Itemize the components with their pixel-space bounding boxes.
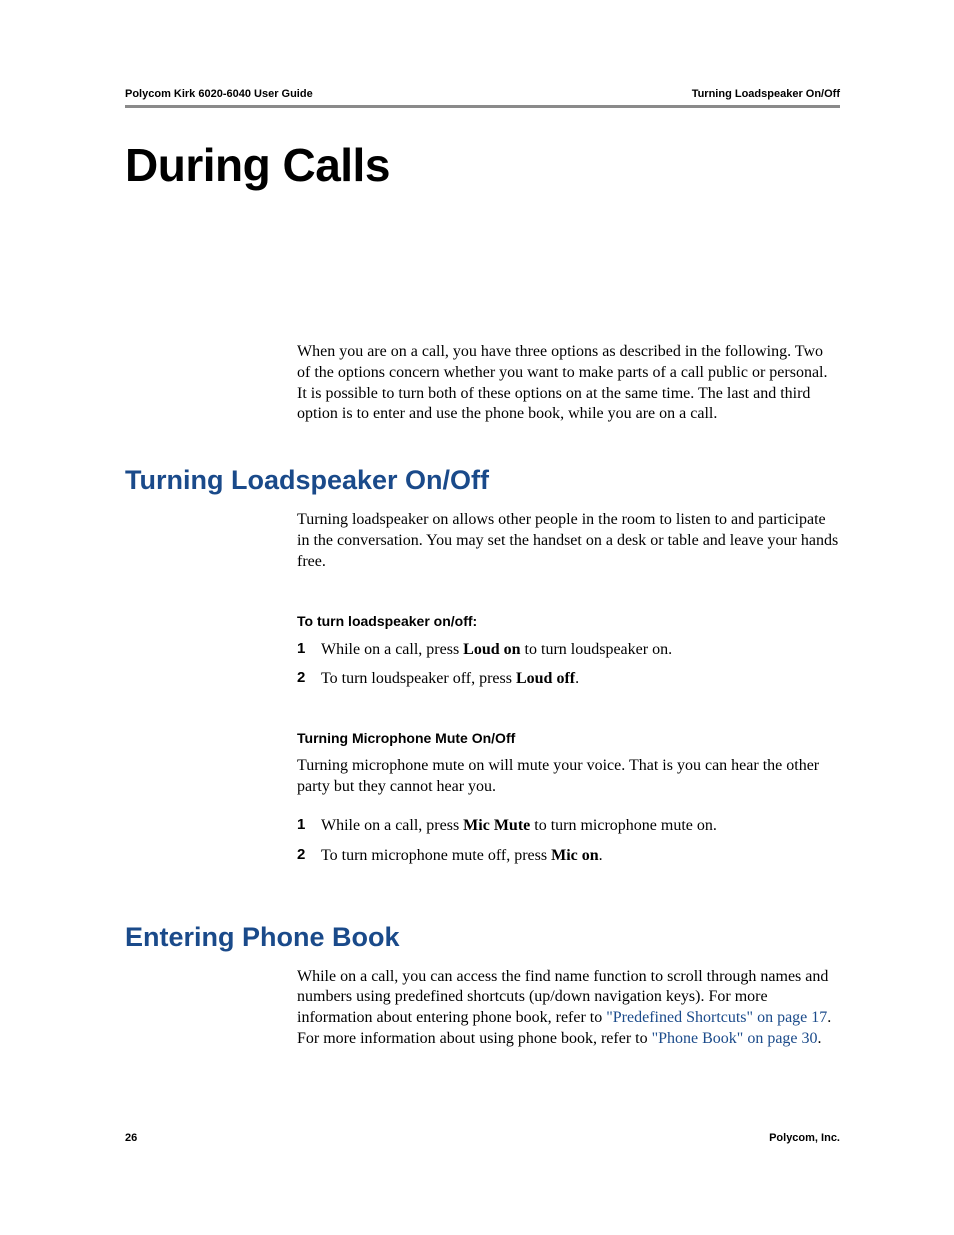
header-rule — [125, 105, 840, 108]
list-item: 2 To turn loudspeaker off, press Loud of… — [297, 668, 840, 690]
micmute-steps: 1 While on a call, press Mic Mute to tur… — [297, 815, 840, 866]
step-text: To turn microphone mute off, press Mic o… — [321, 845, 840, 867]
phonebook-paragraph: While on a call, you can access the find… — [297, 967, 840, 1050]
sub-heading-loadspeaker: To turn loadspeaker on/off: — [297, 613, 840, 629]
running-header: Polycom Kirk 6020-6040 User Guide Turnin… — [125, 88, 840, 105]
step-text: While on a call, press Loud on to turn l… — [321, 639, 840, 661]
page-number: 26 — [125, 1132, 137, 1144]
step-text: To turn loudspeaker off, press Loud off. — [321, 668, 840, 690]
step-number: 1 — [297, 639, 321, 661]
list-item: 1 While on a call, press Loud on to turn… — [297, 639, 840, 661]
chapter-title: During Calls — [125, 138, 840, 192]
link-phone-book[interactable]: "Phone Book" on page 30 — [652, 1030, 818, 1047]
micmute-paragraph: Turning microphone mute on will mute you… — [297, 756, 840, 798]
header-right: Turning Loadspeaker On/Off — [692, 88, 840, 100]
page-footer: 26 Polycom, Inc. — [125, 1132, 840, 1144]
loadspeaker-paragraph: Turning loadspeaker on allows other peop… — [297, 510, 840, 572]
list-item: 1 While on a call, press Mic Mute to tur… — [297, 815, 840, 837]
loadspeaker-steps: 1 While on a call, press Loud on to turn… — [297, 639, 840, 690]
link-predefined-shortcuts[interactable]: "Predefined Shortcuts" on page 17 — [606, 1009, 827, 1026]
list-item: 2 To turn microphone mute off, press Mic… — [297, 845, 840, 867]
section-phonebook-title: Entering Phone Book — [125, 922, 840, 953]
step-number: 2 — [297, 668, 321, 690]
page-content: Polycom Kirk 6020-6040 User Guide Turnin… — [125, 88, 840, 1068]
intro-paragraph: When you are on a call, you have three o… — [297, 342, 840, 425]
step-text: While on a call, press Mic Mute to turn … — [321, 815, 840, 837]
step-number: 2 — [297, 845, 321, 867]
section-loadspeaker-title: Turning Loadspeaker On/Off — [125, 465, 840, 496]
sub-heading-micmute: Turning Microphone Mute On/Off — [297, 730, 840, 746]
footer-company: Polycom, Inc. — [769, 1132, 840, 1144]
header-left: Polycom Kirk 6020-6040 User Guide — [125, 88, 313, 100]
step-number: 1 — [297, 815, 321, 837]
